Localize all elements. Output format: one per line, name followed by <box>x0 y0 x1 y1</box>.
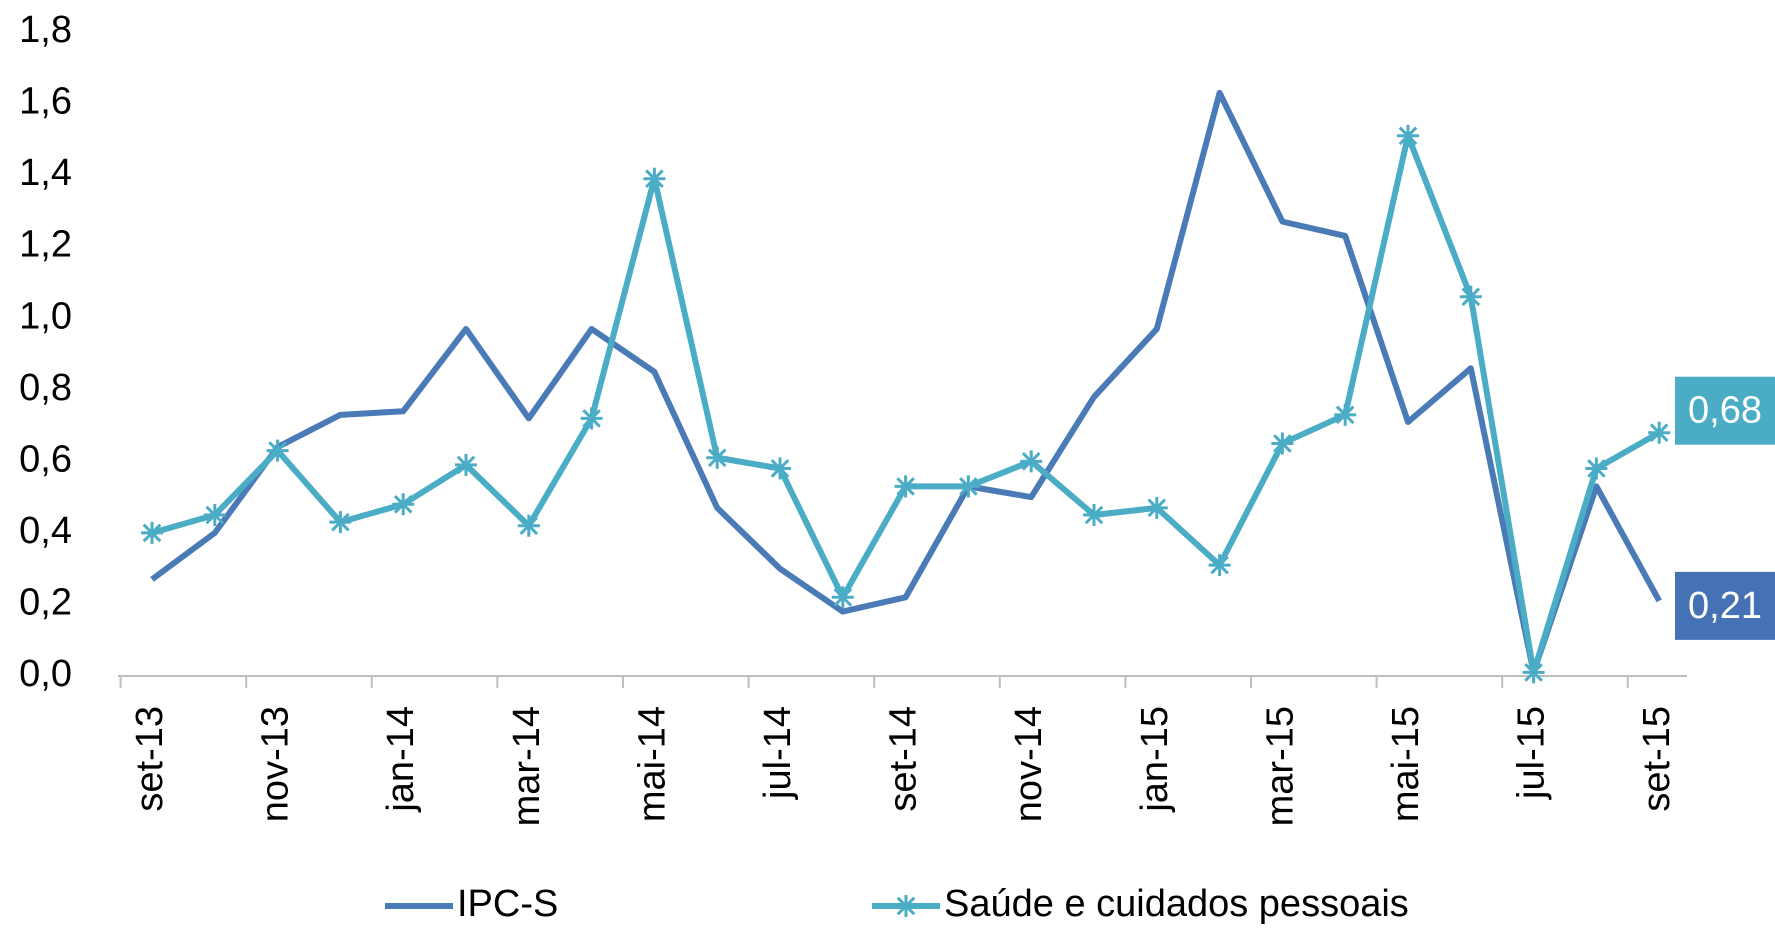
marker <box>1208 554 1231 577</box>
marker-stroke <box>1461 287 1481 307</box>
marker-stroke <box>1649 423 1669 443</box>
value-label: 0,21 <box>1688 585 1762 627</box>
marker <box>706 446 729 469</box>
marker <box>392 493 415 516</box>
x-tick-label: jan-15 <box>1134 706 1176 813</box>
marker-stroke <box>770 459 790 478</box>
x-tick-label: set-13 <box>129 706 171 812</box>
marker <box>580 407 603 430</box>
marker <box>957 475 980 498</box>
x-tick-label: nov-14 <box>1008 706 1050 822</box>
marker-stroke <box>205 505 225 525</box>
y-tick-label: 1,0 <box>19 295 72 337</box>
marker-stroke <box>331 512 350 532</box>
x-tick-label: mai-14 <box>631 706 673 822</box>
value-label-box <box>1675 376 1775 445</box>
y-tick-label: 1,6 <box>19 81 72 123</box>
marker <box>1083 504 1105 526</box>
x-tick-label: mar-14 <box>506 706 548 826</box>
y-tick-label: 1,8 <box>19 9 72 51</box>
x-tick-label: nov-13 <box>255 706 297 822</box>
y-tick-label: 0,6 <box>19 438 72 480</box>
marker <box>1459 285 1482 308</box>
marker-stroke <box>645 169 664 188</box>
marker-stroke <box>1587 459 1606 478</box>
marker-stroke <box>1273 434 1292 453</box>
series-line <box>150 89 1662 676</box>
x-tick-label: mar-15 <box>1259 706 1301 826</box>
legend-label: IPC-S <box>457 883 558 925</box>
marker <box>329 511 352 534</box>
x-tick-label: jan-14 <box>380 706 422 813</box>
marker <box>1334 403 1357 426</box>
value-label-box <box>1675 571 1775 640</box>
marker-stroke <box>1147 498 1167 518</box>
y-tick-label: 0,4 <box>19 510 72 552</box>
y-tick-label: 1,4 <box>19 152 72 194</box>
marker <box>141 521 163 544</box>
marker <box>1020 450 1043 473</box>
x-tick-label: set-14 <box>883 706 925 812</box>
legend-label: Saúde e cuidados pessoais <box>944 883 1409 925</box>
y-tick-label: 0,2 <box>19 581 72 623</box>
x-tick-label: set-15 <box>1636 706 1678 812</box>
x-tick-label: mai-15 <box>1385 706 1427 822</box>
marker <box>831 586 854 609</box>
marker-stroke <box>707 448 727 468</box>
marker-stroke <box>833 587 853 607</box>
marker-stroke <box>582 409 601 428</box>
y-tick-label: 0,8 <box>19 367 72 409</box>
marker-stroke <box>142 523 162 543</box>
marker-stroke <box>1210 555 1229 575</box>
marker-stroke <box>519 516 539 536</box>
marker <box>1397 124 1419 147</box>
marker-stroke <box>896 477 915 496</box>
y-tick-label: 1,2 <box>19 224 72 266</box>
marker-stroke <box>1335 405 1355 425</box>
marker <box>266 439 289 462</box>
marker-stroke <box>456 455 476 475</box>
marker-stroke <box>959 477 978 496</box>
marker <box>455 453 477 476</box>
marker <box>1522 661 1545 684</box>
marker-stroke <box>1084 505 1104 525</box>
x-tick-label: jul-14 <box>757 706 799 800</box>
marker-stroke <box>1021 452 1041 471</box>
x-tick-label: jul-15 <box>1511 706 1553 800</box>
marker-stroke <box>1398 126 1418 146</box>
marker <box>517 514 540 537</box>
marker-stroke <box>268 441 287 460</box>
marker <box>203 504 226 526</box>
marker <box>769 457 791 480</box>
y-tick-label: 0,0 <box>19 653 72 695</box>
marker <box>1145 496 1168 519</box>
marker <box>1271 432 1294 455</box>
marker-stroke <box>393 494 413 514</box>
value-label: 0,68 <box>1688 390 1762 432</box>
marker-stroke <box>1524 663 1543 682</box>
marker <box>1648 421 1671 444</box>
marker <box>643 167 666 190</box>
marker <box>895 895 917 917</box>
marker-stroke <box>896 896 916 916</box>
marker <box>1585 457 1608 480</box>
marker <box>894 475 917 498</box>
